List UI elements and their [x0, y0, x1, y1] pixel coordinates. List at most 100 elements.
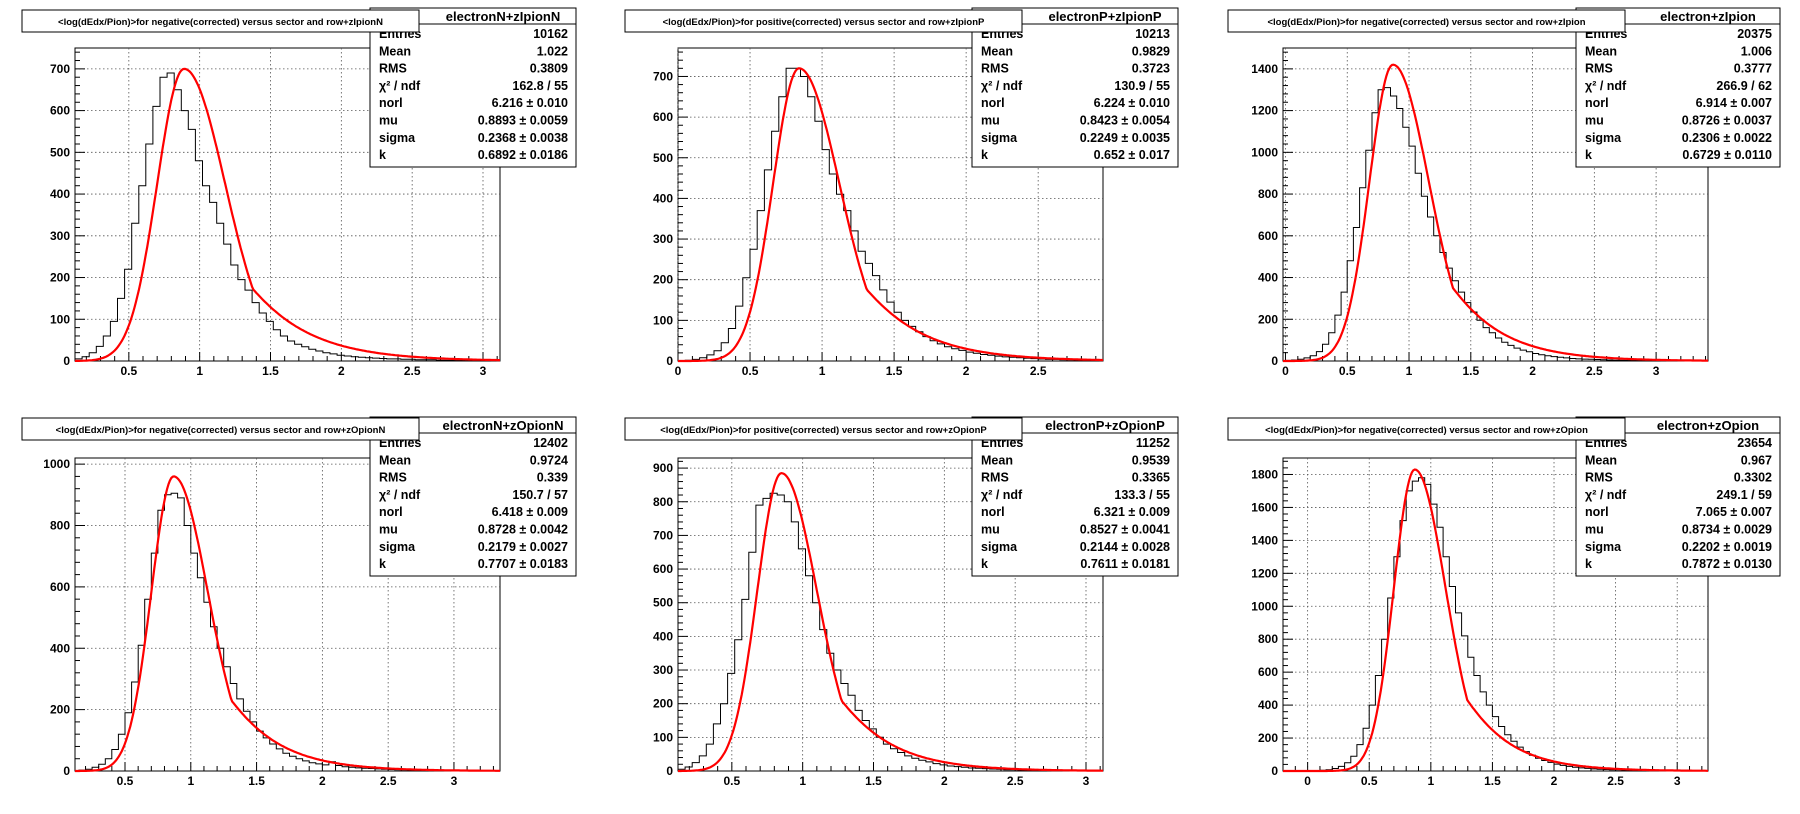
y-tick-label: 200	[50, 703, 70, 717]
y-tick-label: 1000	[1251, 599, 1278, 613]
y-tick-label: 300	[653, 232, 673, 246]
y-tick-label: 600	[1258, 665, 1278, 679]
stats-label: χ² / ndf	[981, 79, 1023, 93]
stats-value: 0.8423 ± 0.0054	[1080, 114, 1170, 128]
chart-title: <log(dEdx/Pion)>for positive(corrected) …	[663, 17, 985, 28]
stats-label: norl	[981, 96, 1005, 110]
histogram-bars	[684, 67, 1103, 362]
stats-value: 0.8734 ± 0.0029	[1682, 523, 1772, 537]
y-tick-label: 400	[50, 641, 70, 655]
histogram-panel-6: 0 0.5 1 1.5 2 2.5 3 0 200 400 600 800 1000 1200 1400 16…	[1227, 416, 1781, 788]
x-tick-label: 0.5	[723, 774, 740, 788]
x-tick-label: 0.5	[1361, 774, 1378, 788]
stats-label: sigma	[981, 540, 1018, 554]
x-tick-label: 0.5	[120, 364, 137, 378]
stats-label: RMS	[981, 62, 1009, 76]
stats-value: 0.6892 ± 0.0186	[478, 148, 568, 162]
stats-label: norl	[379, 96, 403, 110]
stats-value: 0.3809	[530, 62, 568, 76]
y-tick-label: 600	[653, 562, 673, 576]
stats-label: sigma	[1585, 131, 1622, 145]
x-tick-label: 2	[963, 364, 970, 378]
stats-label: RMS	[1585, 62, 1613, 76]
stats-box	[369, 416, 577, 577]
y-tick-label: 200	[653, 697, 673, 711]
stats-value: 133.3 / 55	[1114, 488, 1170, 502]
stats-value: 0.2249 ± 0.0035	[1080, 131, 1170, 145]
stats-value: 20375	[1737, 27, 1772, 41]
y-tick-label: 500	[653, 596, 673, 610]
x-tick-label: 2.5	[380, 774, 397, 788]
fit-curve	[75, 67, 500, 362]
stats-label: mu	[379, 523, 398, 537]
y-tick-label: 300	[50, 229, 70, 243]
stats-value: 0.6729 ± 0.0110	[1682, 148, 1772, 162]
stats-box	[971, 416, 1179, 577]
x-tick-label: 1	[819, 364, 826, 378]
stats-label: k	[379, 557, 386, 571]
stats-name: electronP+zOpionP	[1045, 418, 1165, 433]
y-tick-label: 700	[653, 528, 673, 542]
y-tick-label: 700	[653, 69, 673, 83]
stats-label: χ² / ndf	[1585, 79, 1627, 93]
y-tick-label: 1000	[1251, 145, 1278, 159]
stats-value: 150.7 / 57	[512, 488, 568, 502]
y-tick-label: 0	[63, 354, 70, 368]
stats-label: norl	[1585, 96, 1609, 110]
y-tick-label: 600	[50, 104, 70, 118]
y-tick-label: 800	[653, 495, 673, 509]
y-tick-label: 600	[653, 110, 673, 124]
x-tick-label: 1	[187, 774, 194, 788]
stats-value: 0.8728 ± 0.0042	[478, 523, 568, 537]
x-tick-label: 0.5	[117, 774, 134, 788]
chart-title: <log(dEdx/Pion)>for negative(corrected) …	[1265, 425, 1588, 436]
stats-value: 0.2202 ± 0.0019	[1682, 540, 1772, 554]
stats-label: χ² / ndf	[981, 488, 1023, 502]
x-tick-label: 1	[799, 774, 806, 788]
y-tick-label: 1800	[1251, 467, 1278, 481]
stats-label: sigma	[379, 540, 416, 554]
stats-value: 11252	[1136, 436, 1170, 450]
y-tick-label: 0	[666, 354, 673, 368]
y-tick-label: 400	[1258, 698, 1278, 712]
x-tick-label: 3	[1674, 774, 1681, 788]
stats-label: mu	[1585, 114, 1604, 128]
stats-value: 7.065 ± 0.007	[1696, 505, 1772, 519]
stats-box	[971, 7, 1179, 168]
stats-label: norl	[1585, 505, 1609, 519]
x-tick-label: 1.5	[865, 774, 882, 788]
x-tick-label: 2	[941, 774, 948, 788]
x-tick-label: 1	[1427, 774, 1434, 788]
stats-label: sigma	[981, 131, 1018, 145]
stats-value: 0.3777	[1734, 62, 1772, 76]
title-box	[21, 417, 420, 441]
y-tick-label: 400	[653, 191, 673, 205]
chart-title: <log(dEdx/Pion)>for positive(corrected) …	[660, 425, 987, 436]
y-tick-label: 100	[653, 730, 673, 744]
x-tick-label: 0	[1304, 774, 1311, 788]
y-tick-label: 400	[653, 629, 673, 643]
stats-value: 1.006	[1741, 44, 1772, 58]
y-tick-label: 600	[1258, 229, 1278, 243]
y-tick-label: 1600	[1251, 500, 1278, 514]
stats-label: RMS	[1585, 471, 1613, 485]
stats-value: 0.7611 ± 0.0181	[1080, 557, 1170, 571]
stats-value: 0.2368 ± 0.0038	[478, 131, 568, 145]
stats-value: 6.321 ± 0.009	[1094, 505, 1170, 519]
stats-value: 10213	[1135, 27, 1170, 41]
stats-label: RMS	[379, 471, 407, 485]
fit-curve	[678, 67, 1103, 363]
title-box	[624, 417, 1023, 441]
stats-value: 0.2144 ± 0.0028	[1080, 540, 1170, 554]
y-tick-label: 500	[50, 145, 70, 159]
stats-label: mu	[981, 523, 1000, 537]
stats-value: 0.8527 ± 0.0041	[1080, 523, 1170, 537]
y-tick-label: 800	[1258, 632, 1278, 646]
stats-value: 10162	[533, 27, 568, 41]
stats-value: 6.224 ± 0.010	[1094, 96, 1170, 110]
y-tick-label: 0	[63, 764, 70, 778]
x-tick-label: 0.5	[742, 364, 759, 378]
stats-value: 0.3723	[1132, 62, 1170, 76]
x-tick-label: 1.5	[1462, 364, 1479, 378]
